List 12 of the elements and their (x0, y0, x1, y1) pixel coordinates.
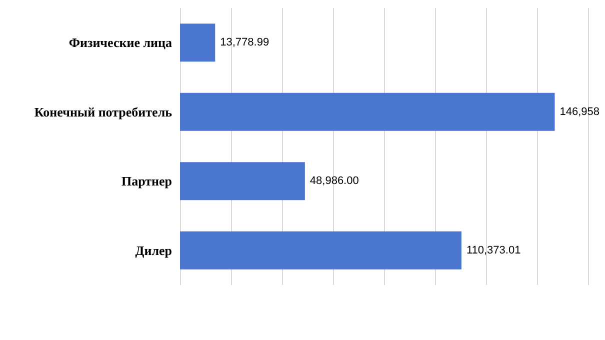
bar (180, 162, 305, 200)
bar (180, 24, 216, 62)
data-label: 13,778.99 (220, 36, 270, 49)
data-label: 48,986.00 (310, 175, 359, 188)
y-tick-label: Физические лица (68, 35, 172, 50)
bar (180, 92, 555, 131)
bar (180, 231, 462, 270)
data-label: 110,373.01 (466, 244, 521, 256)
y-tick-label: Дилер (135, 242, 172, 258)
y-tick-label: Партнер (121, 174, 172, 189)
y-tick-label: Конечный потребитель (34, 104, 172, 120)
data-label: 146,958 (560, 106, 600, 118)
